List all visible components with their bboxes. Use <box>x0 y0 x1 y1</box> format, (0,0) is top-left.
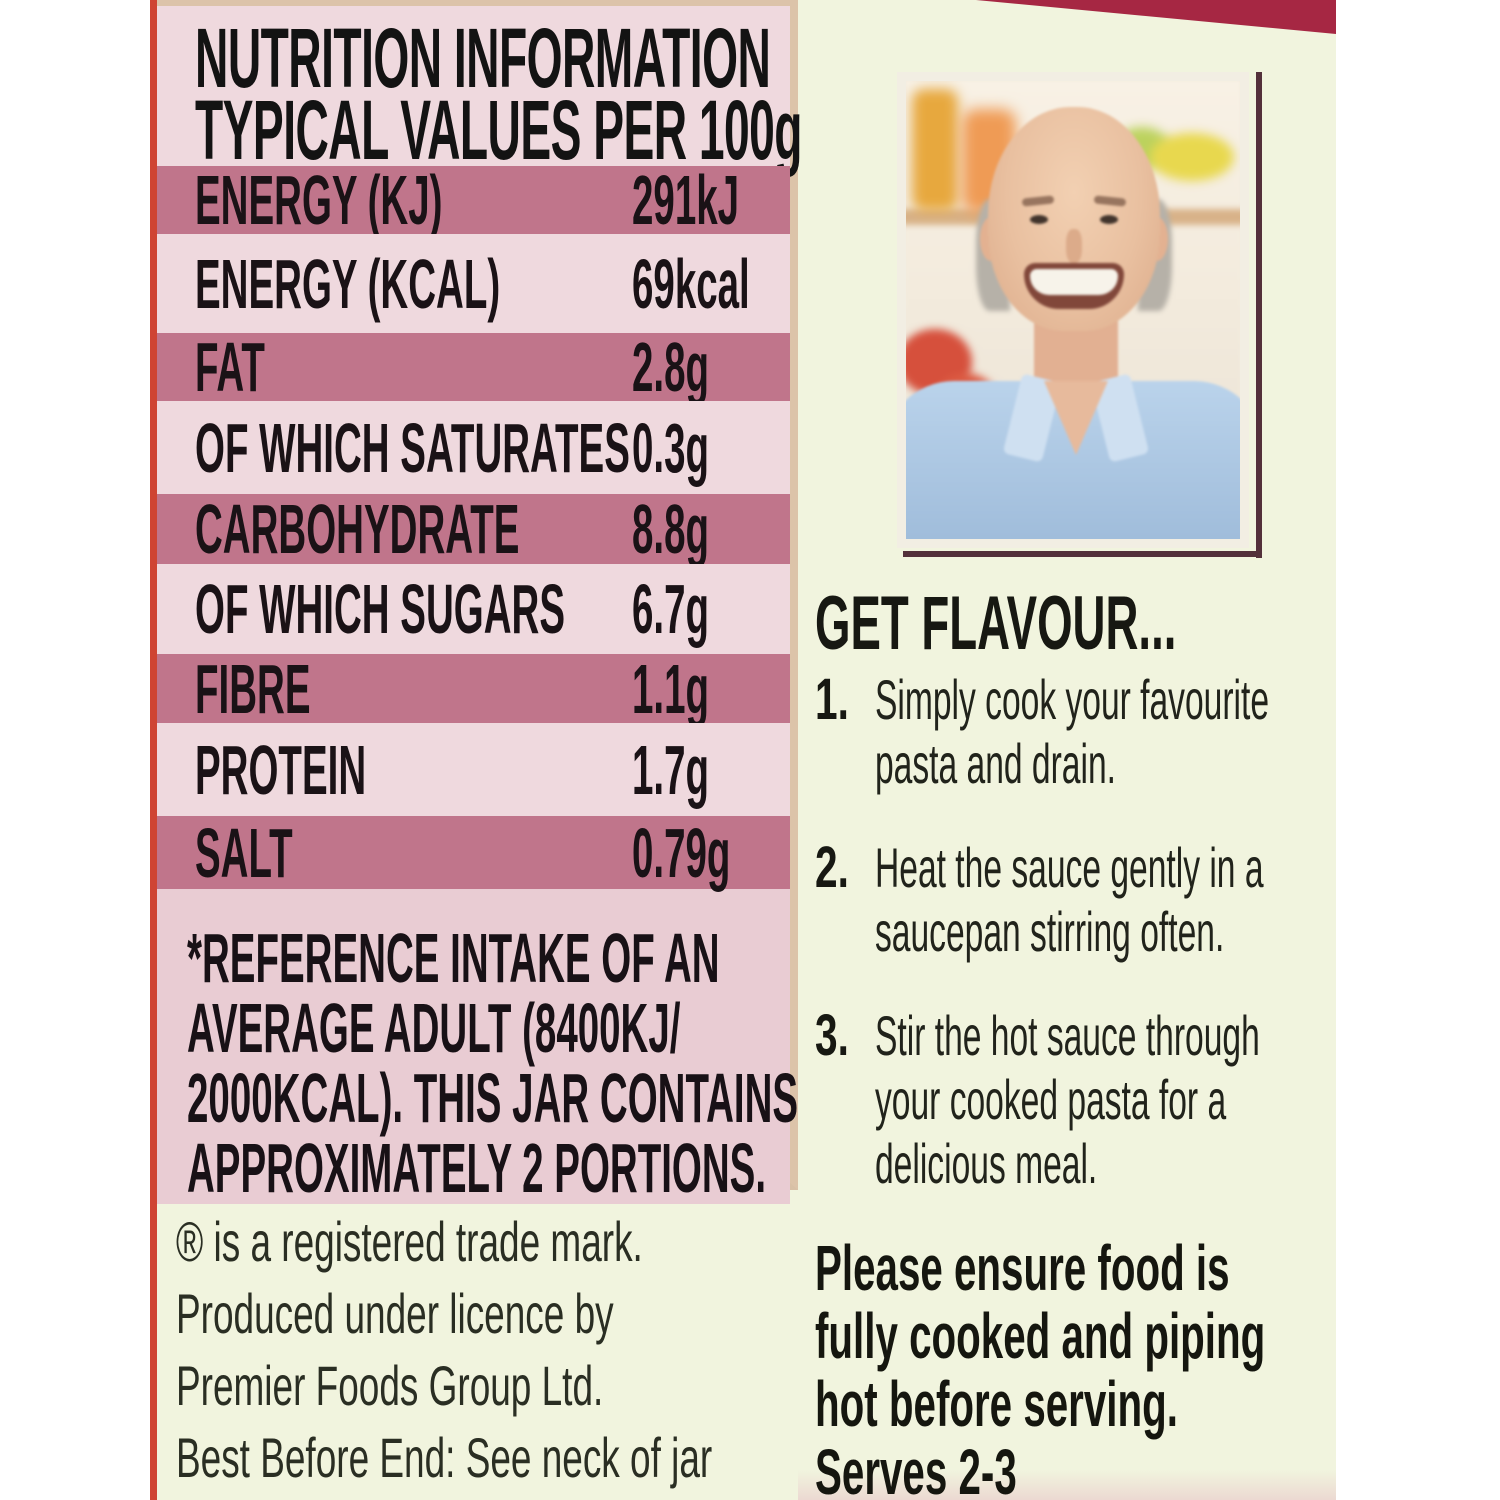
notice-line: hot before serving. <box>815 1368 1178 1440</box>
step-text-line: pasta and drain. <box>875 732 1116 795</box>
row-label: ENERGY (KCAL) <box>195 244 501 323</box>
row-label: OF WHICH SUGARS <box>195 570 566 648</box>
nutrition-table: ENERGY (KJ) 291kJ ENERGY (KCAL) 69kcal F… <box>157 161 790 892</box>
chef-nose <box>1066 229 1082 263</box>
chef-eye <box>1100 215 1118 224</box>
serves-line: Serves 2-3 <box>815 1436 1017 1500</box>
cooking-step: 3. Stir the hot sauce through your cooke… <box>815 1004 1335 1196</box>
row-value: 0.79g <box>632 813 731 892</box>
reference-intake-note: *REFERENCE INTAKE OF AN AVERAGE ADULT (8… <box>157 889 799 1207</box>
step-text-line: delicious meal. <box>875 1132 1098 1195</box>
row-value: 0.3g <box>632 408 710 487</box>
step-text-line: Stir the hot sauce through <box>875 1004 1260 1067</box>
legal-text: ® is a registered trade mark. Produced u… <box>176 1206 988 1494</box>
step-text-line: your cooked pasta for a <box>875 1068 1227 1131</box>
row-value: 8.8g <box>632 490 710 568</box>
bottle-blur <box>912 89 958 211</box>
step-number: 1. <box>815 667 849 732</box>
table-row: PROTEIN 1.7g <box>157 723 790 816</box>
reference-note-line: *REFERENCE INTAKE OF AN <box>187 919 720 997</box>
photo-shadow-bottom <box>903 551 1262 557</box>
step-number: 3. <box>815 1003 849 1068</box>
label-left-edge-line <box>150 0 157 1500</box>
row-label: SALT <box>195 813 293 892</box>
row-value: 1.1g <box>632 649 710 728</box>
best-before-line: Best Before End: See neck of jar <box>176 1426 713 1489</box>
row-label: ENERGY (KJ) <box>195 161 443 239</box>
row-label: OF WHICH SATURATES <box>195 408 630 487</box>
table-row: SALT 0.79g <box>157 814 790 892</box>
row-value: 2.8g <box>632 328 710 406</box>
chef-teeth <box>1030 269 1118 295</box>
reference-note-line: APPROXIMATELY 2 PORTIONS. <box>187 1129 767 1207</box>
step-number: 2. <box>815 835 849 900</box>
cooking-step: 2. Heat the sauce gently in a saucepan s… <box>815 836 1335 964</box>
chef-photo <box>897 72 1249 548</box>
table-row: OF WHICH SATURATES 0.3g <box>157 401 790 494</box>
row-label: FAT <box>195 328 265 406</box>
serving-notice: Please ensure food is fully cooked and p… <box>815 1234 1500 1500</box>
row-label: CARBOHYDRATE <box>195 490 520 568</box>
row-value: 69kcal <box>632 244 750 323</box>
label-bottom-tint <box>798 1470 1336 1500</box>
table-row: ENERGY (KJ) 291kJ <box>157 161 790 239</box>
table-row: FIBRE 1.1g <box>157 650 790 728</box>
nutrition-panel: NUTRITION INFORMATION TYPICAL VALUES PER… <box>157 0 802 1204</box>
nutrition-title-line2: TYPICAL VALUES PER 100g <box>195 83 802 177</box>
photo-shadow-right <box>1256 72 1262 558</box>
table-row: ENERGY (KCAL) 69kcal <box>157 234 790 333</box>
producer-name-line: Premier Foods Group Ltd. <box>176 1354 604 1417</box>
notice-line: Please ensure food is <box>815 1232 1230 1304</box>
chef-eye <box>1030 215 1048 224</box>
kitchen-scene <box>906 81 1240 539</box>
step-text-line: Heat the sauce gently in a <box>875 836 1264 899</box>
table-row: FAT 2.8g <box>157 328 790 406</box>
step-text-line: saucepan stirring often. <box>875 900 1225 963</box>
cooking-steps: 1. Simply cook your favourite pasta and … <box>815 668 1335 1236</box>
nutrition-title: NUTRITION INFORMATION TYPICAL VALUES PER… <box>157 6 802 177</box>
table-row: CARBOHYDRATE 8.8g <box>157 490 790 568</box>
row-value: 291kJ <box>632 161 740 239</box>
producer-line: Produced under licence by <box>176 1282 614 1345</box>
table-row: OF WHICH SUGARS 6.7g <box>157 564 790 654</box>
reference-note-line: 2000KCAL). THIS JAR CONTAINS <box>187 1059 799 1137</box>
get-flavour-heading: GET FLAVOUR... <box>815 581 1177 666</box>
row-label: PROTEIN <box>195 730 367 809</box>
reference-note-line: AVERAGE ADULT (8400KJ/ <box>187 989 681 1067</box>
row-value: 6.7g <box>632 570 710 648</box>
notice-line: fully cooked and piping <box>815 1300 1266 1372</box>
row-label: FIBRE <box>195 649 311 728</box>
row-value: 1.7g <box>632 730 710 809</box>
cooking-step: 1. Simply cook your favourite pasta and … <box>815 668 1335 796</box>
step-text-line: Simply cook your favourite <box>875 668 1270 731</box>
fruit-blur <box>1150 133 1234 181</box>
trademark-line: ® is a registered trade mark. <box>176 1210 643 1273</box>
